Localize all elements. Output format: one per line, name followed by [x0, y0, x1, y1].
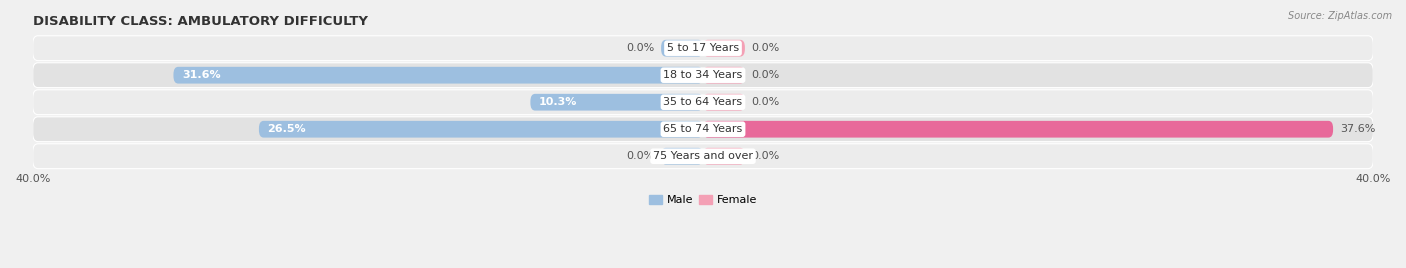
- FancyBboxPatch shape: [703, 148, 745, 165]
- FancyBboxPatch shape: [32, 90, 1374, 115]
- Text: 18 to 34 Years: 18 to 34 Years: [664, 70, 742, 80]
- FancyBboxPatch shape: [259, 121, 703, 137]
- Text: 0.0%: 0.0%: [752, 97, 780, 107]
- FancyBboxPatch shape: [530, 94, 703, 111]
- FancyBboxPatch shape: [703, 40, 745, 57]
- Text: 0.0%: 0.0%: [752, 43, 780, 53]
- FancyBboxPatch shape: [32, 63, 1374, 88]
- Text: 31.6%: 31.6%: [181, 70, 221, 80]
- FancyBboxPatch shape: [32, 117, 1374, 142]
- Text: 0.0%: 0.0%: [626, 151, 654, 161]
- Text: DISABILITY CLASS: AMBULATORY DIFFICULTY: DISABILITY CLASS: AMBULATORY DIFFICULTY: [32, 15, 368, 28]
- Text: 0.0%: 0.0%: [752, 151, 780, 161]
- FancyBboxPatch shape: [173, 67, 703, 84]
- Text: 65 to 74 Years: 65 to 74 Years: [664, 124, 742, 134]
- Legend: Male, Female: Male, Female: [644, 190, 762, 210]
- Text: 5 to 17 Years: 5 to 17 Years: [666, 43, 740, 53]
- Text: 0.0%: 0.0%: [752, 70, 780, 80]
- Text: 35 to 64 Years: 35 to 64 Years: [664, 97, 742, 107]
- Text: Source: ZipAtlas.com: Source: ZipAtlas.com: [1288, 11, 1392, 21]
- Text: 75 Years and over: 75 Years and over: [652, 151, 754, 161]
- FancyBboxPatch shape: [703, 121, 1333, 137]
- FancyBboxPatch shape: [703, 94, 745, 111]
- Text: 10.3%: 10.3%: [538, 97, 576, 107]
- Text: 26.5%: 26.5%: [267, 124, 307, 134]
- FancyBboxPatch shape: [661, 148, 703, 165]
- FancyBboxPatch shape: [32, 36, 1374, 61]
- Text: 37.6%: 37.6%: [1340, 124, 1375, 134]
- FancyBboxPatch shape: [661, 40, 703, 57]
- Text: 0.0%: 0.0%: [626, 43, 654, 53]
- FancyBboxPatch shape: [32, 144, 1374, 169]
- FancyBboxPatch shape: [703, 67, 745, 84]
